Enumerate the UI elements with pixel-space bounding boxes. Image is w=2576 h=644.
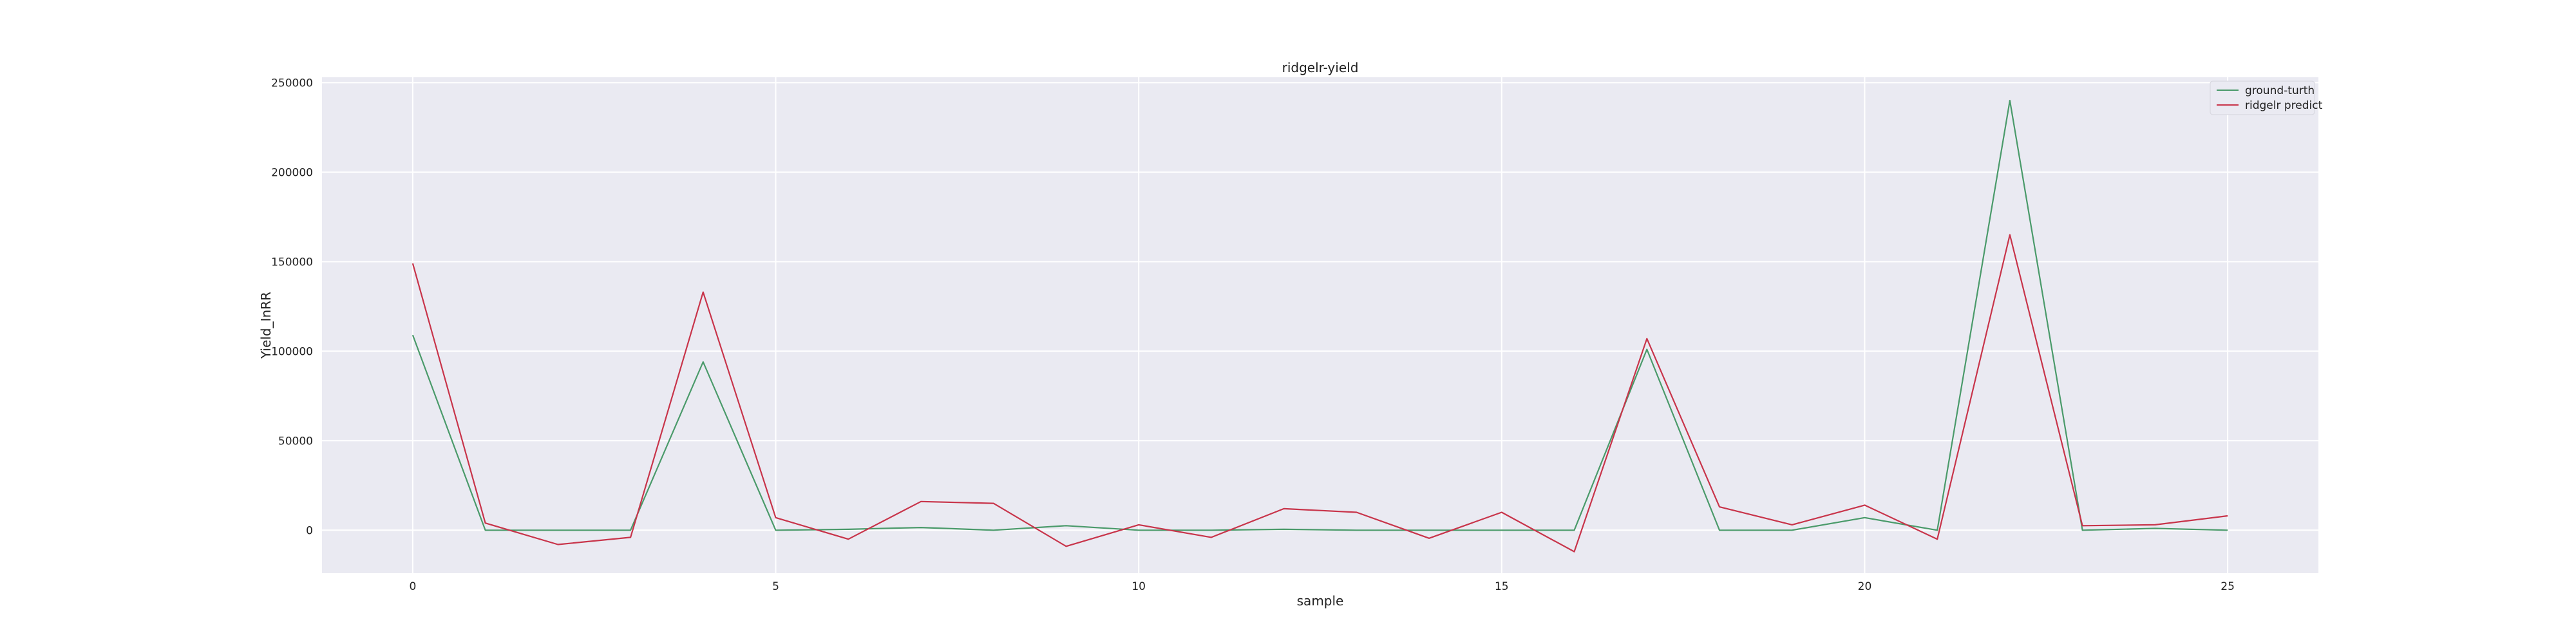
x-tick-label: 20 (1858, 580, 1872, 593)
grid-lines (322, 77, 2318, 573)
tick-labels: 0 5 10 15 20 25 0 50000 100000 150000 200000 250000 (271, 77, 2235, 593)
y-tick-label: 250000 (271, 77, 313, 90)
legend: ground-turth ridgelr predict (2210, 80, 2323, 115)
y-tick-label: 100000 (271, 345, 313, 358)
legend-label-ridgelr-predict: ridgelr predict (2245, 99, 2323, 112)
y-tick-label: 200000 (271, 166, 313, 179)
y-axis-label: Yield_InRR (258, 292, 274, 359)
x-tick-label: 10 (1132, 580, 1146, 593)
y-tick-label: 0 (306, 524, 313, 537)
x-tick-label: 5 (772, 580, 779, 593)
x-tick-label: 0 (409, 580, 416, 593)
y-tick-label: 150000 (271, 256, 313, 269)
chart-title: ridgelr-yield (1282, 60, 1359, 75)
plot-area (322, 77, 2318, 573)
y-tick-label: 50000 (278, 435, 313, 448)
series-lines (412, 100, 2228, 553)
series-line-ridgelr-predict (412, 234, 2228, 553)
x-axis-label: sample (1297, 593, 1344, 609)
series-line-ground-turth (412, 100, 2228, 531)
x-tick-label: 25 (2221, 580, 2235, 593)
x-tick-label: 15 (1495, 580, 1509, 593)
legend-label-ground-turth: ground-turth (2245, 84, 2315, 97)
